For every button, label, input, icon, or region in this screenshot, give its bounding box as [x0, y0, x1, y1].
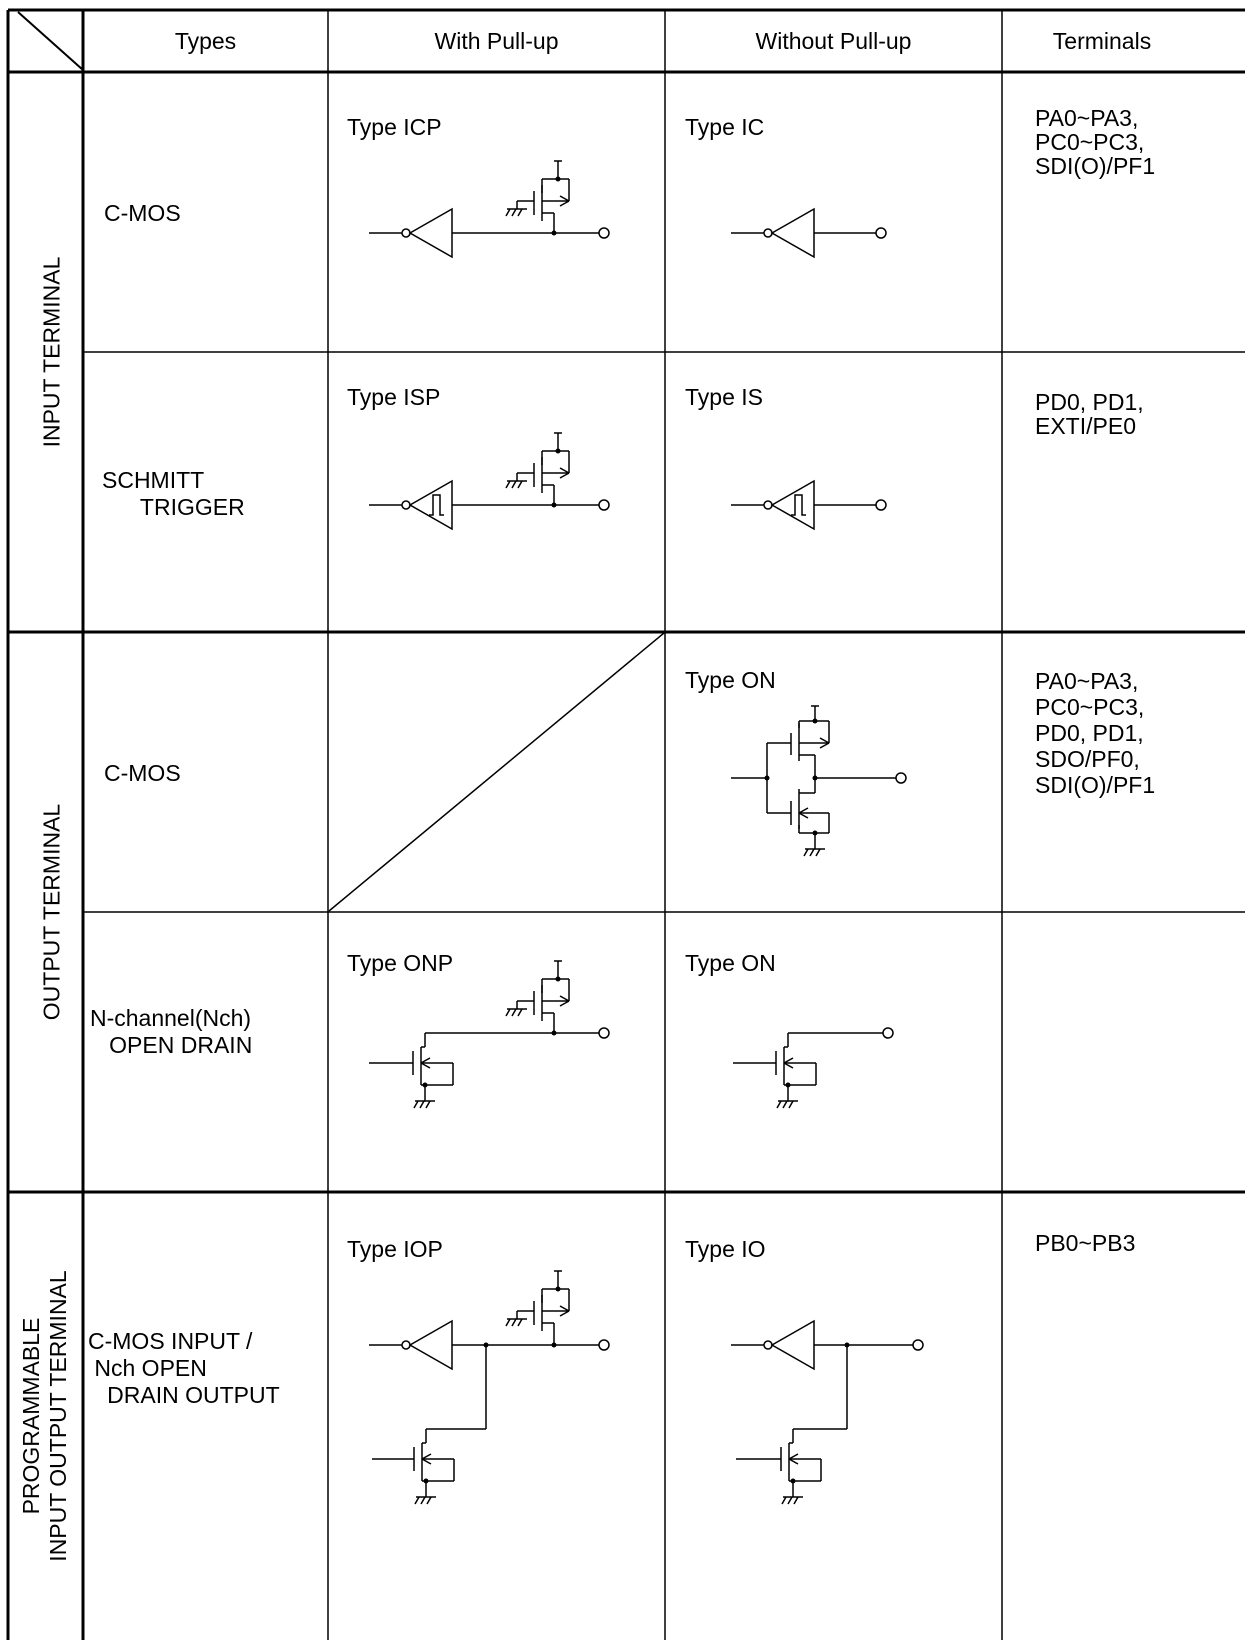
header-without-pullup: Without Pull-up — [755, 28, 912, 54]
circuit-type-io — [731, 1319, 924, 1505]
label-type-onp: Type ONP — [347, 950, 454, 976]
circuit-type-on-cmos — [731, 705, 907, 857]
group-input-terminal: INPUT TERMINAL — [38, 256, 65, 448]
label-type-icp: Type ICP — [347, 114, 442, 140]
label-type-ic: Type IC — [685, 114, 765, 140]
row-schmitt-trigger-type: SCHMITT TRIGGER — [102, 467, 245, 520]
row-prog-io-type: C-MOS INPUT / Nch OPEN DRAIN OUTPUT — [88, 1328, 280, 1408]
terminals-input-schmitt: PD0, PD1, EXTI/PE0 — [1035, 389, 1144, 439]
header-terminals: Terminals — [1052, 28, 1152, 54]
terminals-prog-io: PB0~PB3 — [1035, 1230, 1136, 1256]
row-input-cmos-type: C-MOS — [104, 200, 181, 226]
circuit-type-isp — [369, 432, 610, 531]
row-output-cmos-type: C-MOS — [104, 760, 181, 786]
label-type-io: Type IO — [685, 1236, 766, 1262]
label-type-on-cmos: Type ON — [685, 667, 776, 693]
row-nch-open-drain-type: N-channel(Nch) OPEN DRAIN — [90, 1005, 253, 1058]
circuit-type-onp — [369, 960, 610, 1109]
circuit-type-icp — [369, 160, 610, 259]
label-type-isp: Type ISP — [347, 384, 441, 410]
group-programmable-io-terminal: PROGRAMMABLE INPUT OUTPUT TERMINAL — [18, 1270, 71, 1562]
circuit-type-iop — [369, 1270, 610, 1505]
label-type-iop: Type IOP — [347, 1236, 443, 1262]
circuit-type-on-nch — [733, 1027, 894, 1109]
group-output-terminal: OUTPUT TERMINAL — [38, 803, 65, 1021]
label-type-on-nch: Type ON — [685, 950, 776, 976]
label-type-is: Type IS — [685, 384, 763, 410]
header-types: Types — [174, 28, 237, 54]
circuit-type-ic — [731, 207, 887, 259]
terminals-output-cmos: PA0~PA3, PC0~PC3, PD0, PD1, SDO/PF0, SDI… — [1035, 668, 1156, 798]
header-with-pullup: With Pull-up — [434, 28, 559, 54]
circuit-type-is — [731, 479, 887, 531]
terminals-input-cmos: PA0~PA3, PC0~PC3, SDI(O)/PF1 — [1035, 105, 1156, 179]
